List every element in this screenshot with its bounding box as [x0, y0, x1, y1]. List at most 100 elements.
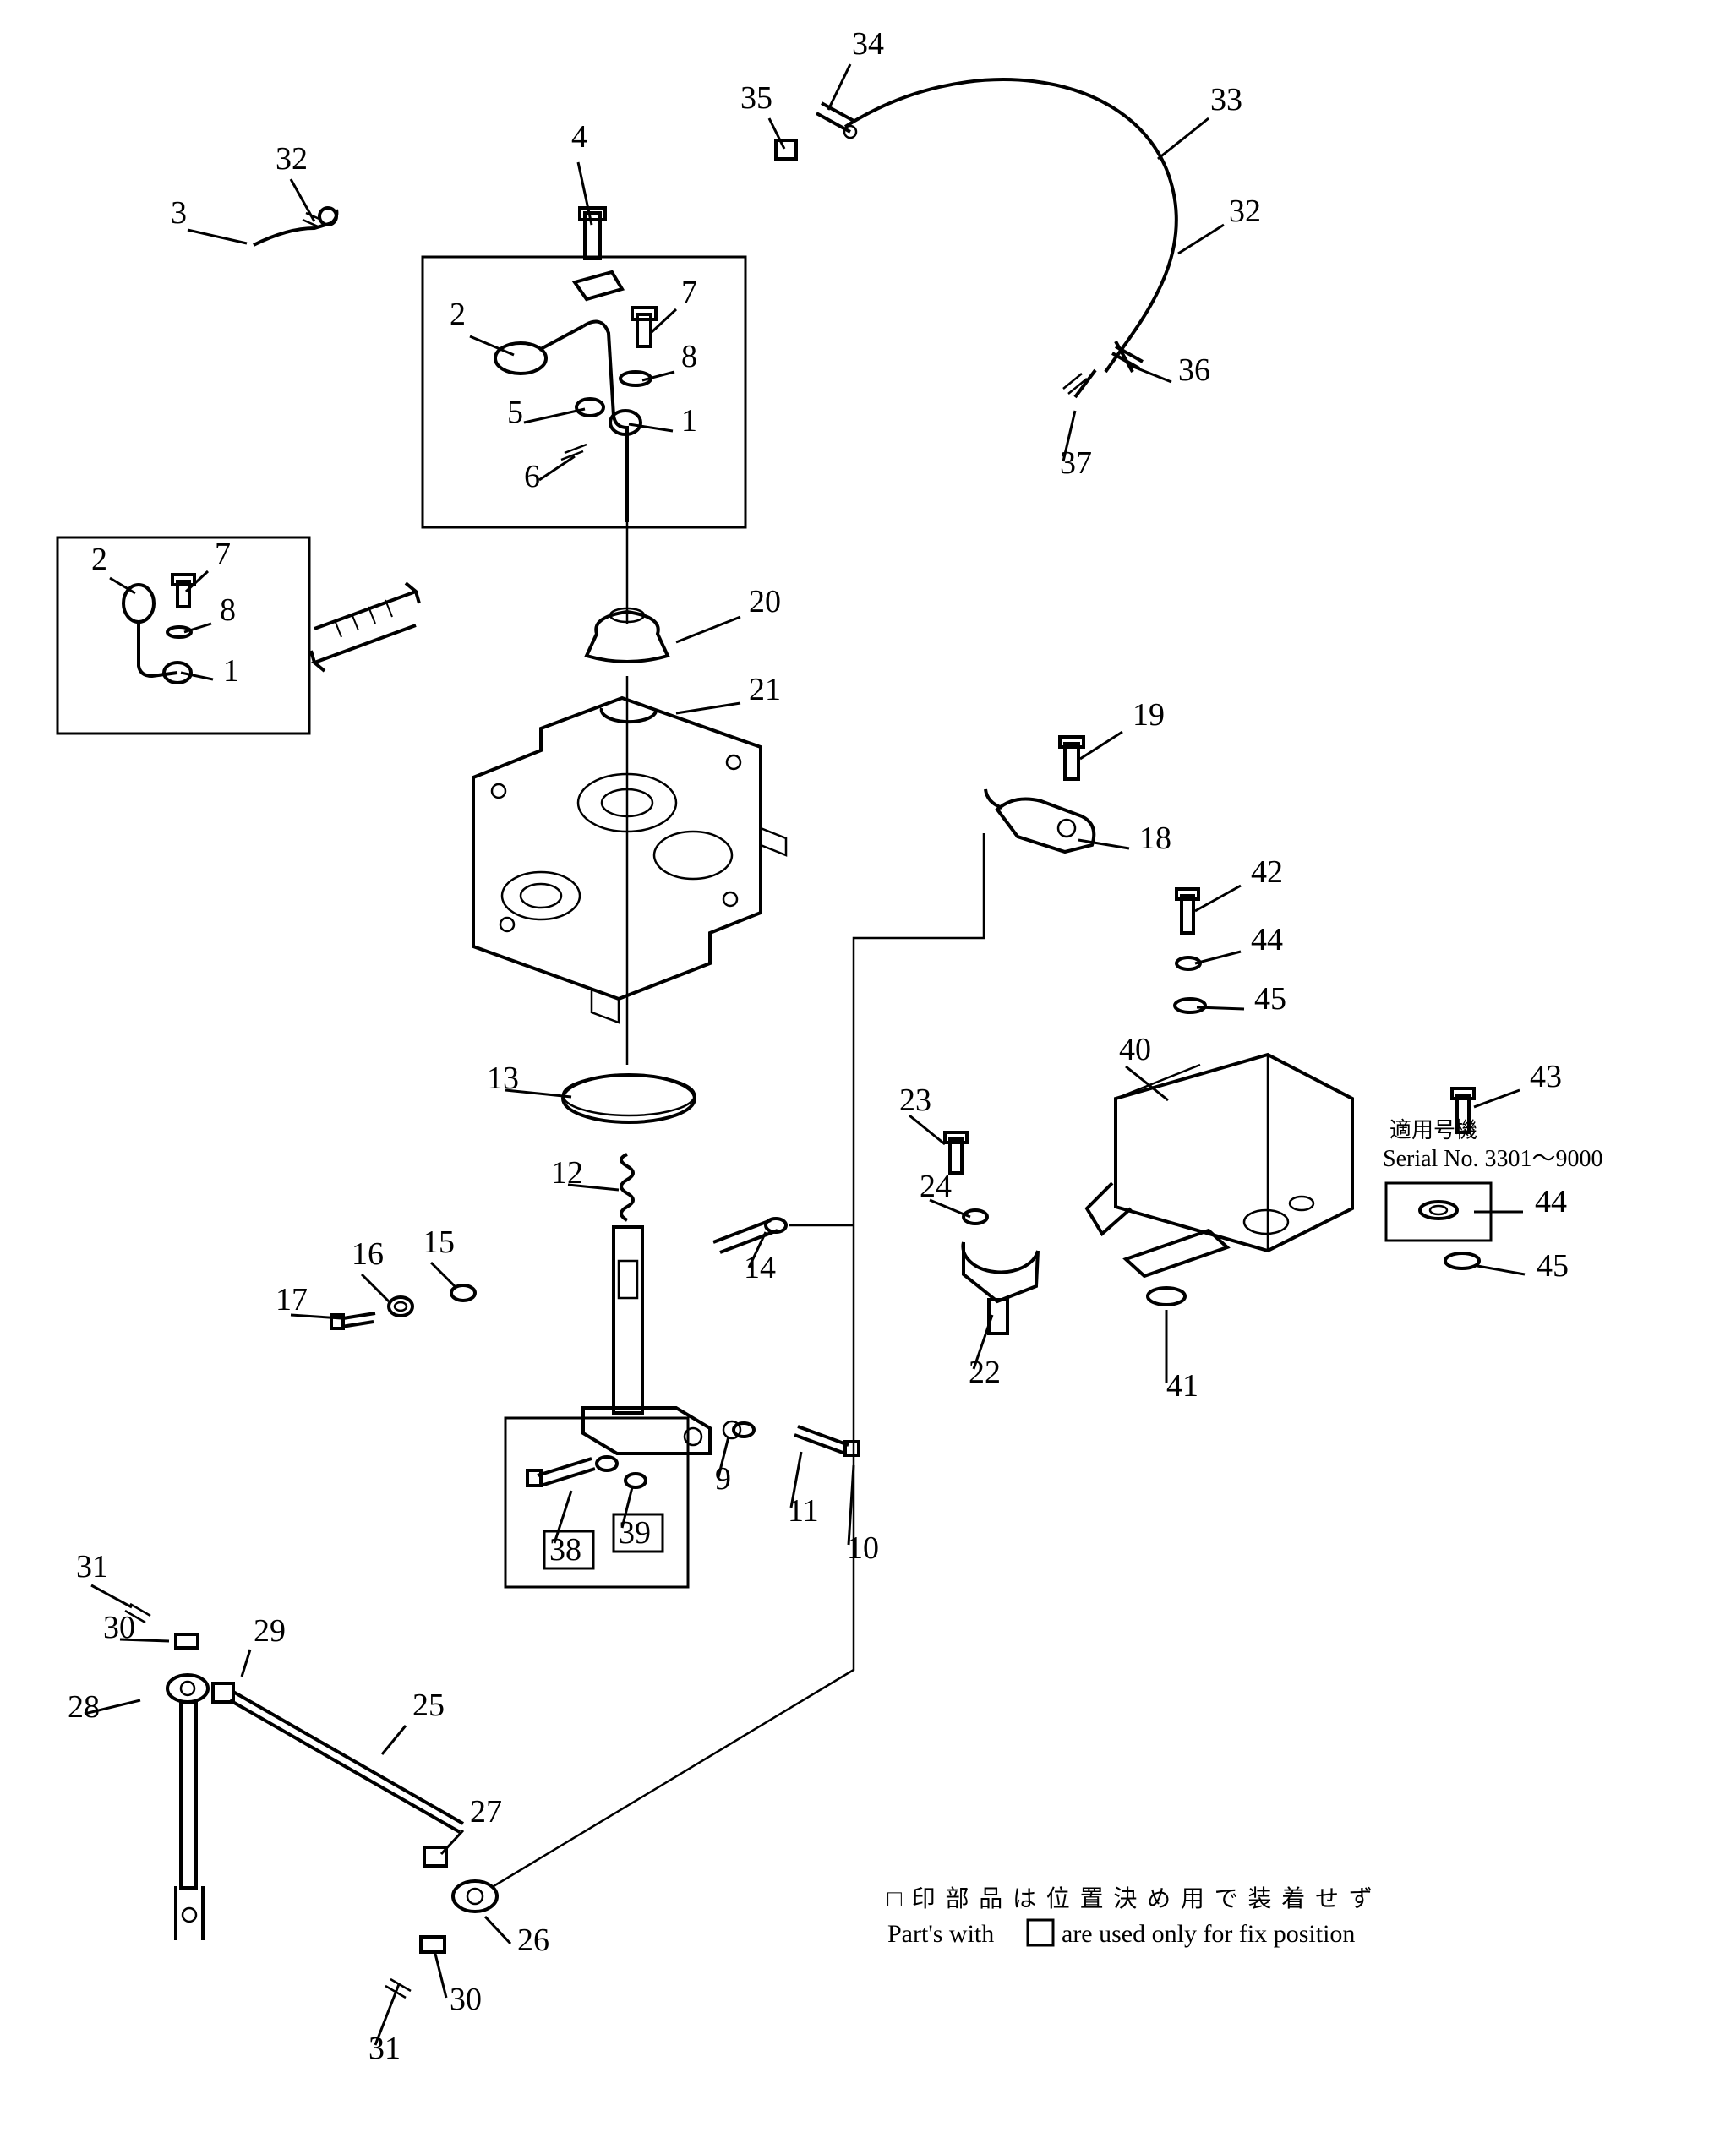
callout-16: 16: [352, 1236, 389, 1301]
lever-3: [254, 210, 336, 245]
callout-label-19: 19: [1133, 697, 1165, 733]
callout-12: 12: [551, 1155, 619, 1191]
callout-label-35: 35: [740, 80, 772, 116]
callout-32: 32: [276, 141, 314, 221]
callout-label-33: 33: [1210, 82, 1242, 117]
callout-21: 21: [676, 672, 781, 713]
callout-label-13: 13: [487, 1061, 519, 1096]
callout-label-7: 7: [681, 275, 697, 310]
callout-34: 34: [828, 26, 884, 110]
callout-6: 6: [524, 456, 575, 494]
callout-label-17: 17: [276, 1282, 308, 1317]
callout-32: 32: [1178, 194, 1261, 254]
callout-label-22: 22: [969, 1355, 1001, 1390]
callout-8: 8: [184, 592, 236, 632]
callout-label-15: 15: [423, 1224, 455, 1260]
callout-label-20: 20: [749, 584, 781, 619]
callout-37: 37: [1060, 411, 1092, 481]
parts-diagram: 3435333243232785163637278120211918424445…: [0, 0, 1736, 2138]
linkage-route: [494, 833, 984, 1886]
callout-label-34: 34: [852, 26, 884, 62]
callout-label-2: 2: [91, 542, 107, 577]
callout-label-9: 9: [715, 1461, 731, 1497]
callout-41: 41: [1166, 1310, 1198, 1404]
callout-23: 23: [899, 1083, 945, 1144]
callout-label-7: 7: [215, 537, 231, 572]
callout-31: 31: [368, 1984, 401, 2066]
callout-25: 25: [382, 1688, 445, 1754]
spring-12: [621, 1154, 633, 1220]
footer-note-en: Part's with: [887, 1920, 994, 1948]
footer-note-jp: □ 印 部 品 は 位 置 決 め 用 で 装 着 せ ず: [887, 1885, 1374, 1912]
callout-label-18: 18: [1139, 821, 1171, 856]
callout-label-41: 41: [1166, 1368, 1198, 1404]
callout-label-28: 28: [68, 1689, 100, 1725]
callout-label-21: 21: [749, 672, 781, 707]
callout-label-43: 43: [1530, 1059, 1562, 1094]
callout-label-3: 3: [171, 195, 187, 231]
floor-plate: [473, 698, 786, 1023]
callout-label-27: 27: [470, 1794, 502, 1830]
callout-label-37: 37: [1060, 445, 1092, 481]
clamp-22: [963, 1242, 1038, 1334]
serial-number-range: Serial No. 3301～9000: [1383, 1146, 1603, 1172]
callout-3: 3: [171, 195, 247, 243]
bracket-18: [985, 737, 1094, 852]
callout-20: 20: [676, 584, 781, 642]
callout-label-40: 40: [1119, 1032, 1151, 1067]
callout-29: 29: [242, 1613, 286, 1677]
callout-28: 28: [68, 1689, 140, 1725]
bolt-detail: [527, 1457, 646, 1487]
snapring-21: [602, 708, 656, 722]
callout-11: 11: [788, 1452, 819, 1529]
callout-44: 44: [1474, 1184, 1567, 1219]
detail-box-bolt-detail: [505, 1418, 688, 1587]
callout-label-16: 16: [352, 1236, 384, 1272]
callout-label-32: 32: [1229, 194, 1261, 229]
callout-label-30: 30: [103, 1610, 135, 1645]
callout-5: 5: [507, 395, 585, 430]
callout-7: 7: [651, 275, 697, 333]
callout-label-1: 1: [681, 403, 697, 439]
callout-45: 45: [1197, 981, 1286, 1017]
main-lever-assembly: [495, 208, 656, 522]
callout-label-8: 8: [220, 592, 236, 628]
callout-label-8: 8: [681, 339, 697, 374]
linkage-rod: [125, 1604, 497, 1998]
callout-label-5: 5: [507, 395, 523, 430]
callout-label-26: 26: [517, 1923, 549, 1958]
callout-26: 26: [485, 1917, 549, 1958]
callout-label-31: 31: [368, 2031, 401, 2066]
callout-label-39: 39: [619, 1515, 651, 1551]
callout-label-32: 32: [276, 141, 308, 177]
callout-label-10: 10: [847, 1530, 879, 1566]
notes: 適用号機 Serial No. 3301～9000 □ 印 部 品 は 位 置 …: [887, 1117, 1603, 1948]
callout-label-14: 14: [744, 1250, 776, 1285]
callout-label-2: 2: [450, 297, 466, 332]
footer-box-glyph: [1028, 1920, 1053, 1945]
callout-30: 30: [434, 1950, 482, 2017]
callout-label-38: 38: [549, 1532, 581, 1568]
callout-33: 33: [1158, 82, 1242, 159]
callout-label-29: 29: [254, 1613, 286, 1649]
callout-label-12: 12: [551, 1155, 583, 1191]
interchange-arrow: [311, 583, 419, 671]
cable-33: [845, 79, 1176, 372]
callout-label-11: 11: [788, 1493, 819, 1529]
callout-19: 19: [1080, 697, 1165, 759]
footer-note-en-suffix: are used only for fix position: [1062, 1920, 1355, 1948]
callout-13: 13: [487, 1061, 571, 1097]
callout-35: 35: [740, 80, 784, 149]
callout-label-36: 36: [1178, 352, 1210, 388]
callout-31: 31: [76, 1549, 132, 1607]
callout-24: 24: [920, 1169, 970, 1217]
callout-label-31: 31: [76, 1549, 108, 1584]
callout-label-1: 1: [223, 653, 239, 689]
callout-15: 15: [423, 1224, 456, 1288]
callout-label-24: 24: [920, 1169, 952, 1204]
callout-38: 38: [544, 1491, 593, 1568]
callout-9: 9: [715, 1437, 731, 1497]
callout-label-45: 45: [1537, 1248, 1569, 1284]
callout-label-25: 25: [412, 1688, 445, 1723]
serial-jp-label: 適用号機: [1389, 1117, 1477, 1143]
